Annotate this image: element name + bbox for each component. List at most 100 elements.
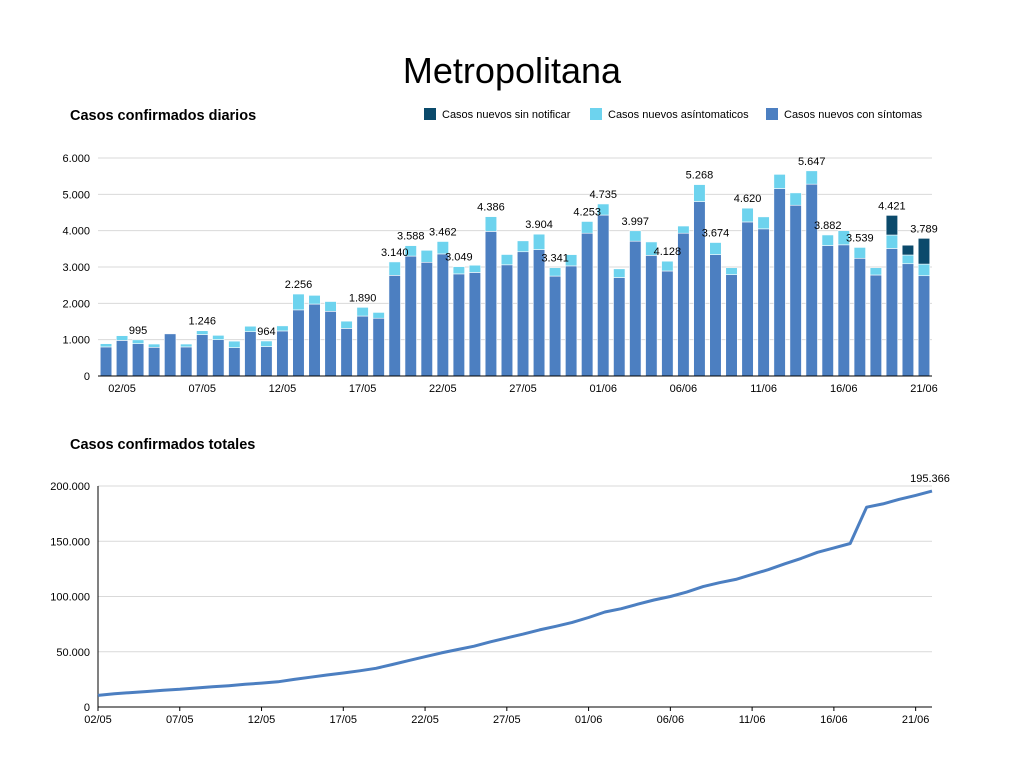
- bar-segment-sintomas: [99, 346, 113, 377]
- daily-data-label: 3.904: [525, 219, 553, 231]
- bar-segment-asintomaticos: [340, 320, 353, 329]
- bar-segment-asintomaticos: [677, 225, 690, 234]
- bar-segment-sintomas: [132, 343, 145, 377]
- bar-segment-sintomas: [805, 183, 818, 377]
- bar-segment-sintomas: [484, 231, 498, 377]
- bar-segment-asintomaticos: [885, 234, 898, 249]
- bar-segment-sintomas: [324, 311, 337, 377]
- bar-segment-asintomaticos: [388, 261, 401, 276]
- bar-segment-asintomaticos: [869, 267, 882, 276]
- bar-segment-sin-notificar: [917, 238, 931, 265]
- daily-xtick-label: 06/06: [670, 383, 698, 395]
- legend-swatch-sintomas: [766, 108, 778, 120]
- bar-segment-sintomas: [773, 188, 786, 377]
- bar-segment-sintomas: [565, 265, 578, 377]
- bar-segment-asintomaticos: [853, 247, 866, 259]
- bar-segment-sintomas: [661, 270, 674, 377]
- bar-segment-sintomas: [885, 248, 898, 377]
- bar-segment-sintomas: [452, 273, 465, 377]
- total-xtick-label: 22/05: [411, 714, 439, 726]
- total-chart-title: Casos confirmados totales: [70, 437, 256, 453]
- bar-segment-sintomas: [532, 249, 546, 377]
- bar-segment-asintomaticos: [372, 312, 385, 319]
- bar-segment-asintomaticos: [629, 230, 642, 242]
- total-ytick-label: 0: [84, 702, 90, 714]
- total-xtick-label: 07/05: [166, 714, 194, 726]
- bar-segment-sintomas: [388, 275, 401, 377]
- daily-data-label: 3.674: [702, 228, 730, 240]
- daily-data-label: 3.341: [541, 253, 569, 265]
- bar-segment-sintomas: [468, 272, 481, 377]
- legend-label-sintomas: Casos nuevos con síntomas: [784, 109, 923, 121]
- daily-data-label: 3.462: [429, 226, 457, 238]
- daily-data-labels: 995 1.246 964 2.256 1.890 3.140 3.588 3.462 3.04…: [129, 156, 938, 338]
- bar-segment-sintomas: [741, 221, 754, 377]
- daily-xtick-label: 02/05: [108, 383, 136, 395]
- bar-segment-asintomaticos: [725, 267, 738, 275]
- total-xtick-label: 27/05: [493, 714, 521, 726]
- bar-segment-sintomas: [516, 251, 530, 377]
- daily-xtick-label: 22/05: [429, 383, 457, 395]
- bar-segment-asintomaticos: [180, 343, 193, 348]
- bar-segment-asintomaticos: [597, 203, 610, 216]
- daily-data-label: 3.789: [910, 223, 938, 235]
- daily-xtick-label: 27/05: [509, 383, 537, 395]
- bar-segment-asintomaticos: [452, 266, 465, 275]
- bar-segment-sintomas: [228, 347, 241, 377]
- bar-segment-sintomas: [420, 261, 433, 377]
- bar-segment-asintomaticos: [565, 254, 578, 267]
- bar-segment-sintomas: [148, 346, 161, 377]
- daily-data-label: 2.256: [285, 279, 313, 291]
- bar-segment-sintomas: [789, 204, 802, 377]
- bar-segment-sintomas: [308, 303, 321, 377]
- daily-data-label: 4.735: [589, 189, 617, 201]
- daily-xtick-label: 21/06: [910, 383, 938, 395]
- bar-segment-sintomas: [212, 339, 225, 377]
- legend-swatch-sin-notificar: [424, 108, 436, 120]
- bar-segment-sintomas: [500, 264, 514, 377]
- bar-segment-sintomas: [901, 263, 915, 377]
- total-xtick-label: 21/06: [902, 714, 930, 726]
- total-xtick-label: 02/05: [84, 714, 112, 726]
- bar-segment-sintomas: [853, 257, 866, 377]
- bar-segment-sintomas: [180, 346, 193, 377]
- daily-data-label: 3.140: [381, 247, 409, 259]
- daily-ytick-label: 6.000: [62, 153, 90, 165]
- bar-segment-asintomaticos: [757, 216, 770, 230]
- bar-segment-sintomas: [709, 254, 722, 377]
- daily-xtick-label: 01/06: [589, 383, 617, 395]
- daily-xtick-label: 17/05: [349, 383, 377, 395]
- daily-ytick-label: 0: [84, 371, 90, 383]
- bar-segment-asintomaticos: [468, 264, 481, 273]
- bar-segment-asintomaticos: [244, 325, 257, 332]
- bar-segment-asintomaticos: [837, 230, 850, 246]
- bar-segment-asintomaticos: [613, 268, 626, 278]
- daily-data-label: 4.386: [477, 202, 505, 214]
- daily-xtick-label: 16/06: [830, 383, 858, 395]
- daily-data-label: 3.882: [814, 220, 842, 232]
- bar-segment-asintomaticos: [549, 267, 562, 277]
- total-ytick-label: 50.000: [56, 647, 90, 659]
- daily-data-label: 4.253: [573, 206, 601, 218]
- total-line: [97, 489, 933, 697]
- bar-segment-sintomas: [597, 214, 610, 377]
- bar-segment-asintomaticos: [115, 335, 129, 341]
- daily-data-label: 964: [257, 326, 275, 338]
- total-line-series: 195.366: [97, 473, 950, 697]
- total-xtick-label: 12/05: [248, 714, 276, 726]
- bar-segment-sintomas: [340, 328, 353, 377]
- bar-segment-sintomas: [276, 330, 289, 377]
- total-xtick-label: 17/05: [330, 714, 358, 726]
- total-xtick-label: 11/06: [739, 714, 766, 726]
- bar-segment-asintomaticos: [693, 184, 706, 202]
- total-axis: 0 50.000 100.000 150.000 200.000 02/05 07/05 12…: [50, 481, 932, 726]
- bar-segment-sintomas: [837, 244, 850, 377]
- bar-segment-asintomaticos: [645, 241, 658, 256]
- bar-segment-asintomaticos: [308, 295, 321, 305]
- bar-segment-asintomaticos: [500, 254, 514, 266]
- bar-segment-asintomaticos: [324, 301, 337, 312]
- bar-segment-sintomas: [164, 333, 177, 377]
- bar-segment-asintomaticos: [821, 234, 834, 246]
- daily-data-label: 1.890: [349, 292, 377, 304]
- bar-segment-sintomas: [869, 274, 882, 377]
